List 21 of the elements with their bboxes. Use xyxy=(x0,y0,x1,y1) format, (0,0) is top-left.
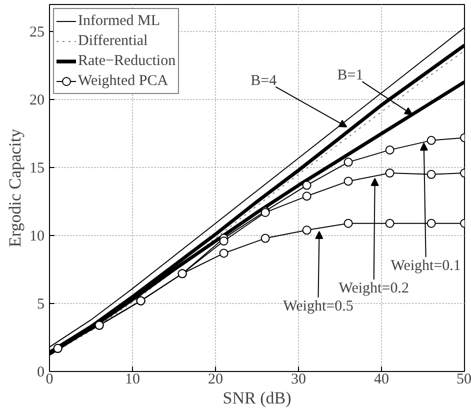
y-tick-label: 25 xyxy=(30,24,44,41)
annotation: Weight=0.2 xyxy=(338,280,409,296)
x-axis-title: SNR (dB) xyxy=(222,388,292,408)
legend-label: Informed ML xyxy=(78,12,160,30)
y-axis-title: Ergodic Capacity xyxy=(6,128,24,248)
annotation: B=1 xyxy=(337,68,364,84)
y-tick-label: 15 xyxy=(30,160,44,177)
y-tick-label: 10 xyxy=(30,228,44,245)
x-tick-label: 30 xyxy=(291,372,306,388)
x-tick-label: 50 xyxy=(456,372,471,388)
y-tick-label: 5 xyxy=(37,296,44,313)
annotation: B=4 xyxy=(250,72,278,89)
x-tick-label: 40 xyxy=(374,372,389,388)
x-tick-label: 20 xyxy=(208,372,223,388)
annotation: Weight=0.5 xyxy=(283,298,354,314)
legend-label: Weighted PCA xyxy=(78,72,168,90)
legend-label: Differential xyxy=(78,32,148,50)
x-tick-label: 10 xyxy=(125,372,140,388)
legend-label: Rate−Reduction xyxy=(78,52,176,70)
annotation: Weight=0.1 xyxy=(390,258,461,274)
y-tick-label: 20 xyxy=(30,92,44,109)
